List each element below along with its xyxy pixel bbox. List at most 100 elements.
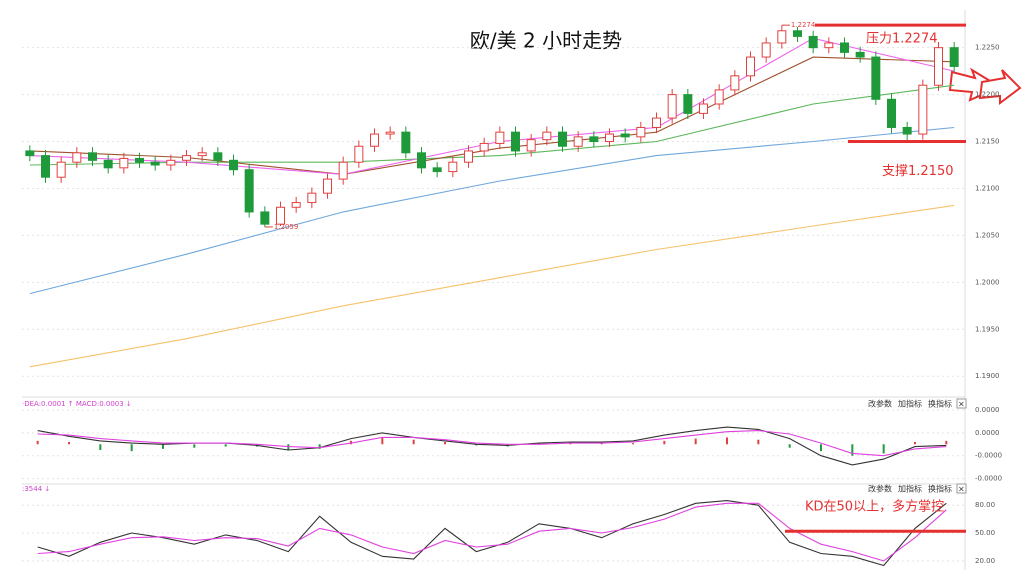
candle-body	[871, 56, 881, 100]
annotation: KD在50以上，多方掌控	[805, 499, 944, 515]
candle-body	[855, 51, 865, 58]
candle-body	[636, 126, 646, 138]
y-tick-label: 80.00	[975, 501, 995, 509]
chart-title: 欧/美 2 小时走势	[470, 29, 622, 53]
level-label: 支撑1.2150	[882, 164, 954, 179]
candle-body	[56, 161, 66, 178]
panel-button[interactable]: 加指标	[898, 399, 922, 409]
panel-button[interactable]: 改参数	[868, 484, 892, 494]
y-tick-label: 0.0000	[975, 429, 1000, 437]
y-tick-label: 1.2100	[975, 184, 1000, 192]
candle-body	[526, 139, 536, 152]
candle-body	[918, 84, 928, 135]
trend-arrow	[978, 69, 1022, 105]
candle-body	[135, 157, 144, 163]
y-tick-label: -0.0000	[975, 452, 1002, 460]
indicator-line	[37, 430, 947, 457]
candle-body	[699, 103, 708, 114]
candle-body	[385, 131, 395, 135]
candle-body	[667, 94, 677, 119]
candle-body	[730, 75, 740, 91]
y-tick-label: 0.0000	[975, 406, 1000, 414]
candle-body	[432, 167, 442, 173]
y-tick-label: 1.2250	[975, 44, 1000, 52]
indicator-header: :3544 ↓	[22, 485, 50, 493]
candle-body	[354, 145, 364, 163]
candle-body	[338, 161, 348, 180]
candle-body	[307, 192, 317, 204]
panel-button[interactable]: 加指标	[898, 484, 922, 494]
close-box[interactable]	[956, 398, 967, 409]
candle-body	[479, 142, 489, 152]
candle-body	[620, 133, 630, 138]
candle-body	[840, 42, 849, 53]
indicator-header: ·DEA:0.0001 ↑ MACD:0.0003 ↓	[22, 400, 132, 408]
candle-body	[182, 155, 191, 161]
candle-body	[464, 150, 473, 163]
candle-body	[417, 152, 426, 169]
close-box[interactable]	[956, 483, 967, 494]
candle-body	[761, 42, 771, 58]
candle-body	[589, 136, 599, 143]
indicator-line	[29, 126, 955, 295]
candle-body	[229, 159, 238, 171]
candle-body	[793, 30, 802, 37]
candle-body	[777, 30, 787, 44]
y-tick-label: 1.1900	[975, 372, 1000, 380]
candle-body	[714, 89, 724, 105]
candle-body	[573, 136, 583, 147]
y-tick-label: 1.2200	[975, 91, 1000, 99]
candle-body	[558, 131, 567, 147]
candle-body	[511, 131, 520, 152]
candle-body	[370, 133, 379, 147]
candle-body	[323, 178, 332, 194]
y-tick-label: 1.1950	[975, 325, 1000, 333]
candle-body	[495, 131, 505, 144]
candle-body	[197, 152, 207, 157]
candle-body	[25, 150, 35, 157]
candle-body	[401, 131, 411, 154]
candle-body	[902, 126, 912, 135]
y-tick-label: 50.00	[975, 529, 995, 537]
candle-body	[683, 94, 693, 114]
panel-button[interactable]: ×	[958, 400, 965, 409]
indicator-line	[37, 500, 947, 567]
y-tick-label: -0.0000	[975, 475, 1002, 483]
candle-body	[887, 98, 896, 128]
candle-body	[605, 133, 614, 143]
candle-body	[291, 202, 301, 208]
high-label: 1.2274	[791, 21, 816, 29]
candle-body	[41, 155, 50, 178]
low-label: 1.2059	[274, 223, 299, 231]
candle-body	[213, 152, 223, 161]
y-tick-label: 1.2050	[975, 231, 1000, 239]
y-tick-label: 1.2150	[975, 138, 1000, 146]
candle-body	[276, 206, 285, 225]
candle-body	[448, 161, 458, 173]
candle-body	[119, 157, 129, 169]
candle-body	[542, 131, 552, 141]
panel-button[interactable]: 改参数	[868, 399, 892, 409]
level-label: 压力1.2274	[866, 32, 938, 47]
candle-body	[824, 42, 834, 49]
candle-body	[652, 117, 661, 128]
panel-button[interactable]: 换指标	[928, 399, 952, 409]
panel-button[interactable]: ×	[958, 485, 965, 494]
candle-body	[746, 56, 755, 77]
candle-body	[949, 47, 959, 67]
panel-button[interactable]: 换指标	[928, 484, 952, 494]
candle-body	[260, 211, 270, 225]
candle-body	[244, 169, 254, 213]
candle-body	[72, 152, 82, 163]
candle-body	[808, 35, 818, 49]
y-tick-label: 20.00	[975, 557, 995, 565]
y-tick-label: 1.2000	[975, 278, 1000, 286]
candle-body	[103, 159, 113, 169]
candle-body	[934, 47, 943, 86]
candle-body	[150, 161, 160, 166]
candle-body	[166, 159, 176, 166]
candle-body	[88, 152, 97, 161]
